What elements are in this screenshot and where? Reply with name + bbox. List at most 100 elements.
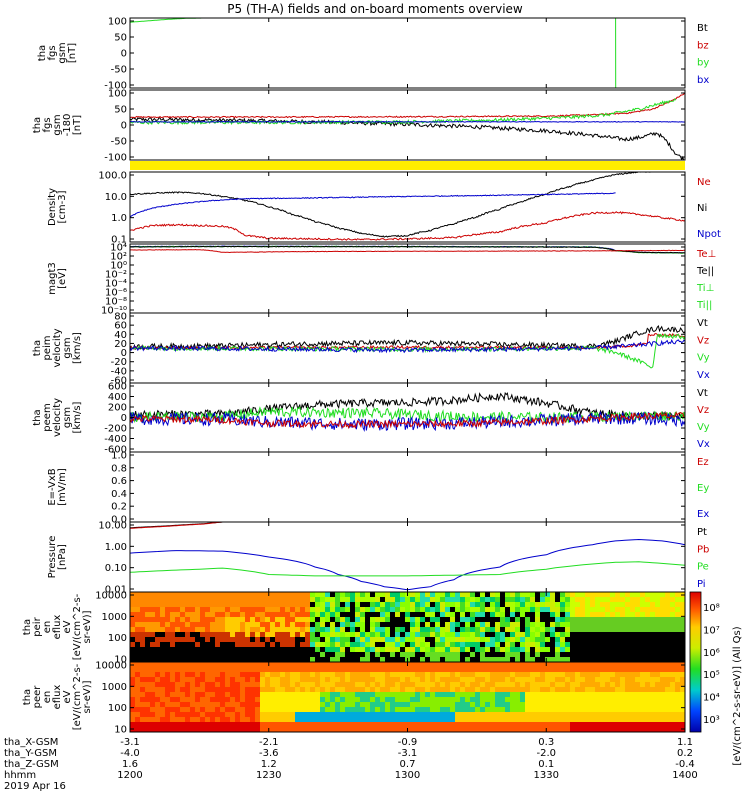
panel-ylabel: peir (32, 616, 43, 636)
panel-ylabel: [eV] (57, 268, 68, 289)
panel-ylabel: [eV/(cm^2-s- (72, 663, 83, 730)
legend-entry: Vt (697, 388, 708, 399)
legend-entry: Pb (697, 544, 709, 555)
y-tick-label: 100 (108, 17, 127, 28)
y-tick-label: 50 (114, 33, 127, 44)
series-line-1 (130, 522, 223, 529)
y-tick-label: 1000 (102, 682, 127, 693)
panel-ylabel: sr-eV)] (82, 680, 93, 713)
page-title: P5 (TH-A) fields and on-board moments ov… (227, 2, 523, 16)
y-tick-label: -600 (104, 445, 127, 456)
footer-value: -4.0 (120, 748, 140, 759)
footer-value: 1.2 (261, 759, 277, 770)
panel-ylabel: [nPa] (57, 544, 68, 570)
panel-frame (129, 17, 686, 89)
y-tick-label: -50 (111, 65, 127, 76)
series-line-4 (130, 561, 685, 577)
spectrogram (130, 662, 685, 732)
y-tick-label: 10⁻¹⁰ (101, 306, 127, 317)
panel-10: 10000 1000 100 10 tha peer en eflux eV [eV/(cm^2-… (22, 661, 686, 736)
colorbar: 10⁸ 10⁷ 10⁶ 10⁵ 10⁴ 10³ [eV/(cm^2-s-sr-eV)] (A… (689, 591, 743, 766)
legend-entry: Te|| (696, 266, 714, 277)
panel-ylabel: [km/s] (72, 332, 83, 364)
colorbar-tick-label: 10⁵ (703, 670, 720, 681)
legend-entry: Ez (697, 457, 709, 468)
legend-entry: Vz (697, 405, 709, 416)
colorbar-title: [eV/(cm^2-s-sr-eV)] (All Qs) (732, 626, 743, 765)
legend-entry: Vx (697, 439, 710, 450)
panel-2: 100 50 0 -50 -100 tha fgs gsm -180 [nT] (32, 89, 686, 164)
footer-row-label: tha_Z-GSM (4, 759, 59, 770)
legend-entry: Bt (697, 23, 708, 34)
panel-ylabel: Density (47, 188, 58, 226)
legend-entry: Pi (697, 579, 706, 590)
footer-value: 0.2 (677, 748, 693, 759)
footer-value: 1200 (117, 770, 142, 781)
y-tick-label: 10⁻² (105, 270, 127, 281)
footer-value: 1.6 (122, 759, 138, 770)
y-tick-label: 0.8 (111, 463, 127, 474)
legend-entry: Vt (697, 318, 708, 329)
footer-value: -2.0 (536, 748, 556, 759)
y-tick-label: 1.0 (111, 451, 127, 462)
y-tick-label: 600 (108, 382, 127, 393)
panel-ylabel: en (42, 621, 53, 634)
footer-row-label: tha_X-GSM (4, 737, 58, 748)
legend-entry: bz (697, 40, 709, 51)
panel-frame (129, 451, 686, 523)
legend-entry: Te⊥ (696, 249, 716, 260)
panel-ylabel: Pressure (47, 536, 58, 579)
panel-ylabel: tha (22, 619, 33, 635)
series-line-1 (130, 116, 685, 160)
footer-value: -2.1 (259, 737, 279, 748)
panel-ylabel: tha (32, 117, 43, 133)
footer-value: 1400 (672, 770, 697, 781)
panel-ylabel: en (42, 691, 53, 704)
series-line-4 (130, 411, 685, 430)
panel-ylabel: tha (37, 45, 48, 61)
panel-ylabel: peem (42, 403, 53, 431)
y-tick-label: 0.2 (111, 502, 127, 513)
panel-ylabel: velocity (52, 398, 63, 437)
panel-ylabel: tha (32, 340, 43, 356)
panel-ylabel: [nT] (67, 43, 78, 63)
y-tick-label: 10000 (95, 591, 127, 602)
panel-ylabel: eV (62, 620, 73, 633)
panel-ylabel: tha (22, 689, 33, 705)
footer-value: 0.3 (538, 737, 554, 748)
panel-ylabel: fgs (47, 45, 58, 60)
y-tick-label: 0.0 (111, 515, 127, 526)
y-tick-label: 0.4 (111, 489, 127, 500)
series-line-4 (130, 338, 685, 354)
y-tick-label: 60 (114, 321, 127, 332)
series-line-1 (130, 324, 685, 351)
footer-value: -0.9 (398, 737, 418, 748)
y-tick-label: 100 (108, 633, 127, 644)
series-line-2 (130, 522, 223, 529)
panel-ylabel: gsm (57, 42, 68, 63)
y-tick-label: -20 (111, 357, 127, 368)
colorbar-tick-label: 10⁷ (703, 625, 720, 636)
y-tick-label: 0.10 (105, 563, 127, 574)
panel-ylabel: peer (32, 685, 43, 709)
footer-value: -0.4 (675, 759, 695, 770)
y-tick-label: 1000 (102, 612, 127, 623)
footer-value: -3.1 (120, 737, 140, 748)
y-tick-label: -100 (104, 81, 127, 92)
y-tick-label: 10² (110, 252, 127, 263)
y-tick-label: 1.00 (105, 542, 127, 553)
legend-entry: Ni (697, 203, 707, 214)
y-tick-label: 0 (121, 348, 127, 359)
legend-entry: bx (697, 75, 709, 86)
panel-ylabel: magt3 (47, 262, 58, 295)
panel-ylabel: eflux (52, 615, 63, 640)
footer-value: 1300 (395, 770, 420, 781)
y-tick-label: 100 (108, 703, 127, 714)
footer-value: 1230 (256, 770, 281, 781)
y-tick-label: 10⁰ (110, 261, 127, 272)
y-tick-label: -100 (104, 153, 127, 164)
y-tick-label: 0 (121, 49, 127, 60)
panel-ylabel: gsm (62, 407, 73, 428)
